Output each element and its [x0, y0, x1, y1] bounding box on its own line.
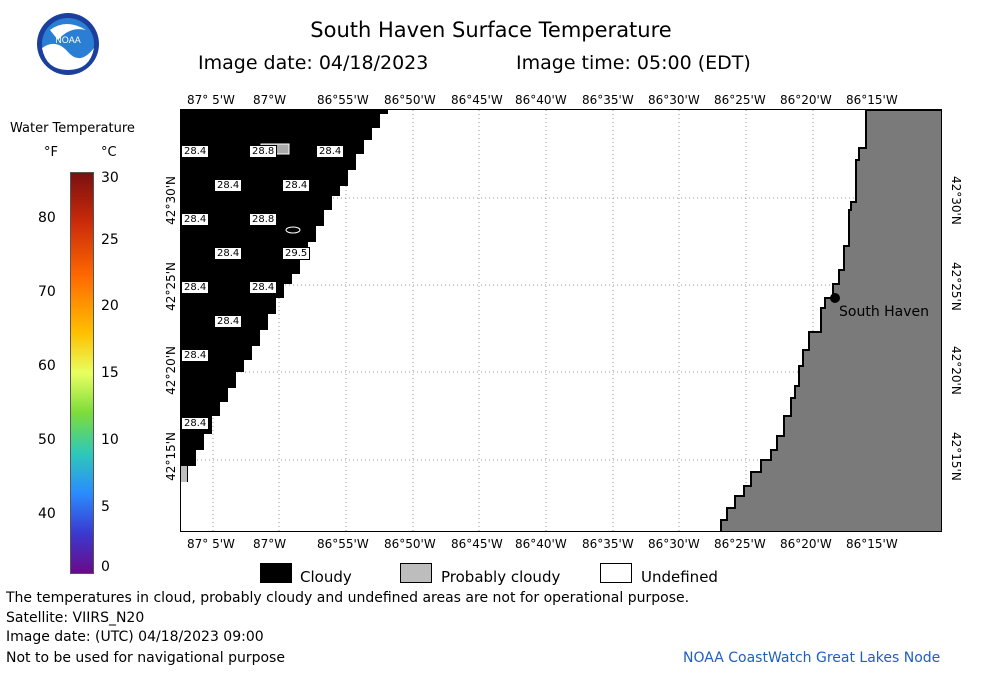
probably-cloudy-region — [181, 466, 187, 482]
colorbar-f-tick: 70 — [38, 284, 56, 300]
lon-label-bottom: 86°55'W — [317, 537, 369, 551]
sst-label: 29.5 — [282, 247, 311, 260]
lat-label-left: 42°30'N — [164, 176, 178, 225]
colorbar-f-tick: 80 — [38, 210, 56, 226]
south-haven-marker — [830, 293, 840, 303]
colorbar-c-tick: 5 — [101, 499, 110, 515]
lon-label-top: 86°15'W — [846, 93, 898, 107]
sst-label: 28.4 — [181, 213, 210, 226]
lat-label-left: 42°25'N — [164, 262, 178, 311]
footer-utc-date: Image date: (UTC) 04/18/2023 09:00 — [6, 629, 264, 645]
lon-label-bottom: 86°50'W — [384, 537, 436, 551]
lat-label-right: 42°30'N — [949, 176, 963, 225]
sst-label: 28.8 — [249, 213, 278, 226]
colorbar-title: Water Temperature — [10, 121, 135, 136]
legend-swatch-probably-cloudy — [400, 563, 432, 583]
sst-label: 28.4 — [181, 349, 210, 362]
lon-label-top: 86°55'W — [317, 93, 369, 107]
lon-label-top: 86°35'W — [582, 93, 634, 107]
image-time: Image time: 05:00 (EDT) — [516, 52, 751, 74]
legend-label-undefined: Undefined — [641, 568, 718, 586]
lon-label-top: 86°50'W — [384, 93, 436, 107]
cloud-region — [181, 110, 388, 482]
lon-label-bottom: 86°30'W — [648, 537, 700, 551]
colorbar-unit-c: °C — [101, 145, 117, 160]
lon-label-bottom: 87° 5'W — [187, 537, 235, 551]
colorbar-c-tick: 0 — [101, 559, 110, 575]
footer-disclaimer: The temperatures in cloud, probably clou… — [6, 590, 690, 606]
lon-label-bottom: 86°15'W — [846, 537, 898, 551]
footer-satellite: Satellite: VIIRS_N20 — [6, 610, 145, 626]
lon-label-top: 86°40'W — [515, 93, 567, 107]
legend-swatch-undefined — [600, 563, 632, 583]
lat-label-right: 42°15'N — [949, 432, 963, 481]
map-canvas — [181, 110, 941, 531]
colorbar-c-tick: 10 — [101, 432, 119, 448]
map-frame: 28.4 28.8 28.4 28.4 28.4 28.4 28.8 28.4 29.5 28.4… — [180, 109, 942, 532]
lon-label-bottom: 86°35'W — [582, 537, 634, 551]
sst-label: 28.4 — [316, 145, 345, 158]
legend-label-probably-cloudy: Probably cloudy — [441, 568, 561, 586]
colorbar-f-tick: 50 — [38, 432, 56, 448]
sst-label: 28.4 — [214, 247, 243, 260]
noaa-logo-icon: NOAA — [37, 13, 99, 75]
logo-text: NOAA — [55, 35, 81, 45]
colorbar-unit-f: °F — [44, 145, 58, 160]
city-label-south-haven: South Haven — [839, 304, 930, 320]
cloud-edge-mark-2 — [285, 226, 301, 234]
sst-label: 28.4 — [214, 315, 243, 328]
lat-label-left: 42°20'N — [164, 346, 178, 395]
legend-swatch-cloudy — [260, 563, 292, 583]
colorbar-f-tick: 40 — [38, 506, 56, 522]
colorbar-c-tick: 20 — [101, 298, 119, 314]
lat-label-left: 42°15'N — [164, 432, 178, 481]
lat-label-right: 42°20'N — [949, 346, 963, 395]
land-region — [720, 110, 941, 531]
map-title: South Haven Surface Temperature — [310, 18, 672, 42]
lon-label-bottom: 86°40'W — [515, 537, 567, 551]
sst-label: 28.8 — [249, 145, 278, 158]
sst-label: 28.4 — [181, 281, 210, 294]
colorbar-c-tick: 15 — [101, 365, 119, 381]
lon-label-top: 87°W — [253, 93, 287, 107]
colorbar — [70, 172, 94, 574]
legend-label-cloudy: Cloudy — [300, 568, 352, 586]
footer-nav-warning: Not to be used for navigational purpose — [6, 650, 285, 666]
sst-label: 28.4 — [181, 417, 210, 430]
colorbar-f-tick: 60 — [38, 358, 56, 374]
lon-label-top: 86°30'W — [648, 93, 700, 107]
sst-label: 28.4 — [214, 179, 243, 192]
sst-label: 28.4 — [181, 145, 210, 158]
lon-label-bottom: 86°45'W — [451, 537, 503, 551]
lon-label-top: 86°45'W — [451, 93, 503, 107]
image-date: Image date: 04/18/2023 — [198, 52, 429, 74]
colorbar-c-tick: 25 — [101, 232, 119, 248]
lon-label-top: 87° 5'W — [187, 93, 235, 107]
lat-label-right: 42°25'N — [949, 262, 963, 311]
sst-label: 28.4 — [249, 281, 278, 294]
lon-label-bottom: 86°25'W — [714, 537, 766, 551]
footer-credit: NOAA CoastWatch Great Lakes Node — [683, 650, 941, 666]
lon-label-bottom: 86°20'W — [780, 537, 832, 551]
sst-label: 28.4 — [282, 179, 311, 192]
lon-label-top: 86°25'W — [714, 93, 766, 107]
colorbar-c-tick: 30 — [101, 170, 119, 186]
lon-label-bottom: 87°W — [253, 537, 287, 551]
lon-label-top: 86°20'W — [780, 93, 832, 107]
